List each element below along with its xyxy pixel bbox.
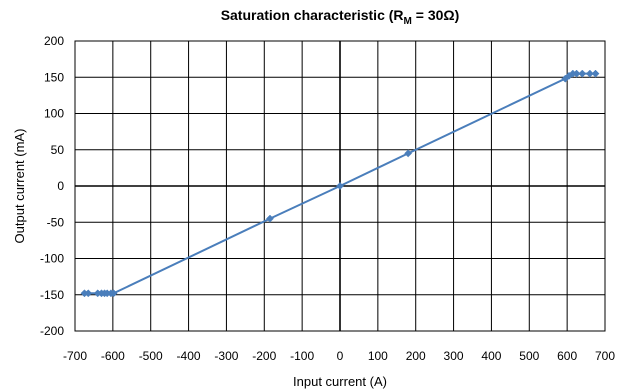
y-axis-label: Output current (mA)	[12, 129, 27, 244]
data-point-marker	[84, 289, 93, 298]
y-tick-labels: 200 150 100 50 0 -50 -100 -150 -200	[40, 34, 64, 338]
x-tick-label: 0	[337, 349, 344, 363]
x-tick-label: -200	[252, 349, 276, 363]
y-tick-label: -150	[40, 288, 64, 302]
chart-title: Saturation characteristic (RM = 30Ω)	[221, 7, 460, 27]
x-tick-label: 600	[557, 349, 577, 363]
data-point-marker	[109, 289, 118, 298]
x-tick-label: 100	[368, 349, 388, 363]
x-tick-label: 200	[406, 349, 426, 363]
x-tick-labels: -700 -600 -500 -400 -300 -200 -100 0 100 200 300 40…	[63, 349, 615, 363]
y-tick-label: -200	[40, 324, 64, 338]
x-tick-label: -300	[214, 349, 238, 363]
data-point-marker	[266, 214, 274, 223]
y-tick-label: 0	[57, 179, 64, 193]
series-group	[80, 69, 600, 298]
y-tick-label: 200	[44, 34, 64, 48]
data-point-marker	[585, 69, 594, 78]
data-point-marker	[591, 69, 600, 78]
data-point-marker	[336, 182, 344, 190]
x-tick-label: 400	[481, 349, 501, 363]
x-axis-label: Input current (A)	[293, 374, 387, 389]
data-point-marker	[572, 69, 581, 78]
x-tick-label: -700	[63, 349, 87, 363]
y-tick-label: 150	[44, 70, 64, 84]
x-tick-label: -600	[101, 349, 125, 363]
data-point-marker	[404, 149, 413, 158]
x-tick-label: 500	[519, 349, 539, 363]
data-point-marker	[578, 69, 587, 78]
y-tick-label: 50	[51, 143, 65, 157]
y-tick-label: -100	[40, 252, 64, 266]
x-tick-label: 300	[444, 349, 464, 363]
x-tick-label: -100	[290, 349, 314, 363]
x-tick-label: -500	[139, 349, 163, 363]
x-tick-label: -400	[177, 349, 201, 363]
y-tick-label: 100	[44, 107, 64, 121]
y-tick-label: -50	[47, 215, 65, 229]
x-tick-label: 700	[595, 349, 615, 363]
